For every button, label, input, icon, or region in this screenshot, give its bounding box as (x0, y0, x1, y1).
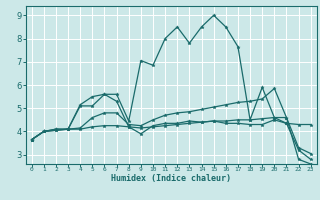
X-axis label: Humidex (Indice chaleur): Humidex (Indice chaleur) (111, 174, 231, 183)
